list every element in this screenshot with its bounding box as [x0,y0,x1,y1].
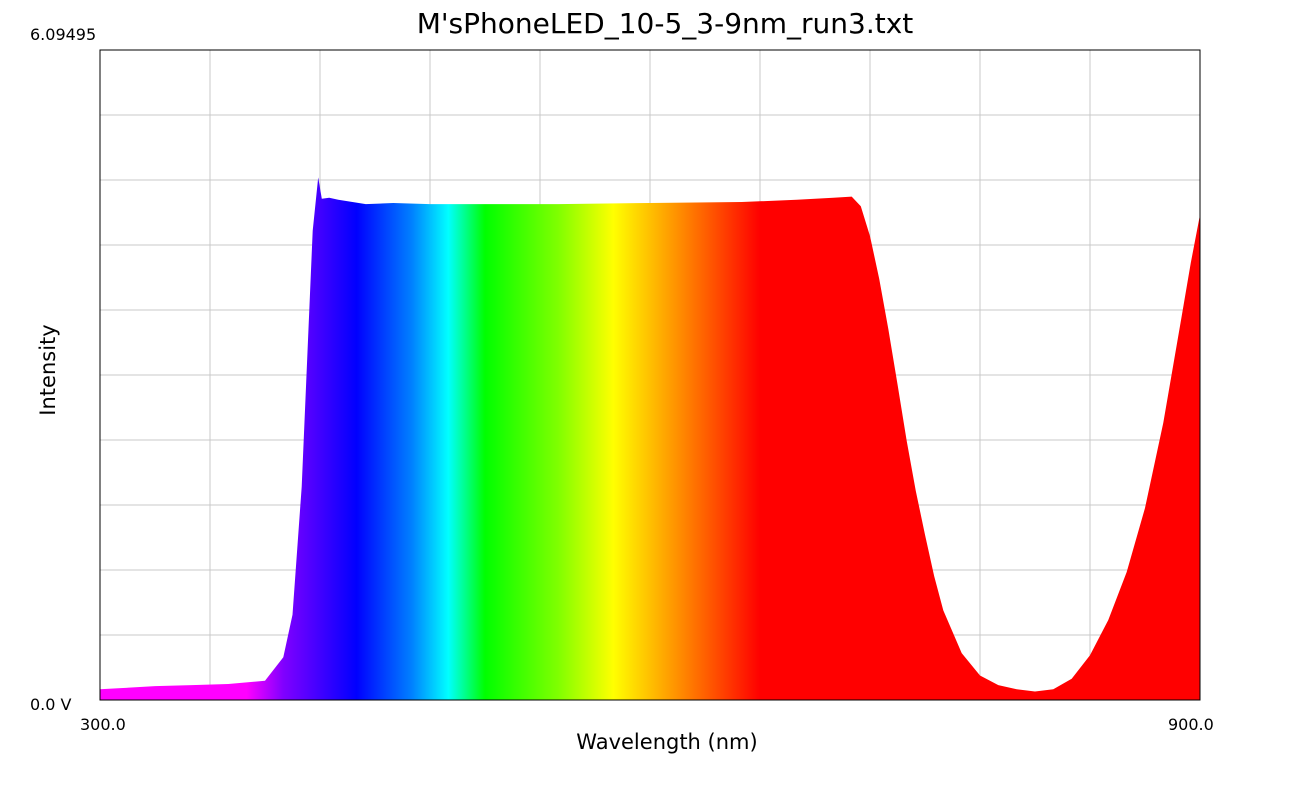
x-tick-max: 900.0 [1168,715,1214,734]
chart-title: M'sPhoneLED_10-5_3-9nm_run3.txt [417,7,914,40]
plot-frame [99,49,1201,701]
y-tick-min: 0.0 V [30,695,72,714]
y-axis-label: Intensity [36,324,60,415]
x-tick-min: 300.0 [80,715,126,734]
x-axis-label: Wavelength (nm) [576,730,757,754]
spectrum-area [100,177,1200,700]
y-tick-max: 6.09495 [30,25,96,44]
